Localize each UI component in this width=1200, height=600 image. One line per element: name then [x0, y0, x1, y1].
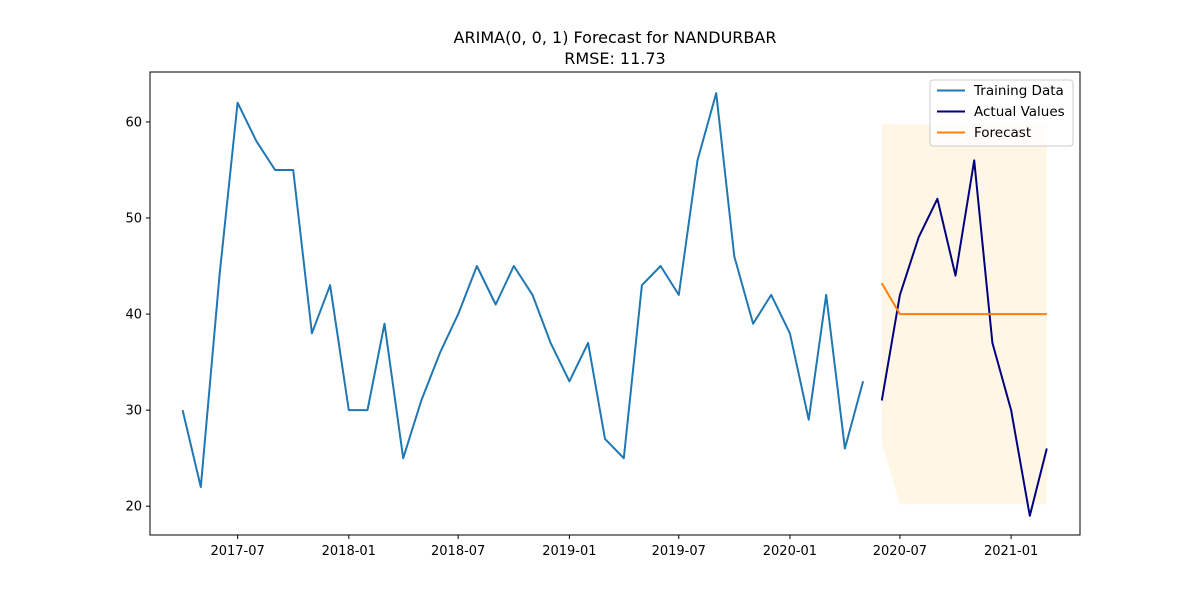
x-tick-label: 2017-07 — [210, 544, 264, 559]
y-tick-label: 30 — [125, 404, 142, 419]
y-tick-label: 50 — [125, 212, 142, 227]
series-layer — [181, 92, 1048, 517]
x-tick-label: 2018-01 — [322, 544, 376, 559]
x-tick-label: 2019-07 — [652, 544, 706, 559]
x-tick-label: 2018-07 — [431, 544, 485, 559]
chart-subtitle: RMSE: 11.73 — [564, 49, 665, 68]
chart-title: ARIMA(0, 0, 1) Forecast for NANDURBAR — [454, 28, 777, 47]
legend-box — [929, 79, 1074, 147]
y-tick-label: 60 — [125, 115, 142, 130]
legend-label-forecast: Forecast — [974, 125, 1031, 141]
y-tick-label: 20 — [125, 500, 142, 515]
x-axis-ticks: 2017-07 2018-01 2018-07 2019-01 2019-07 2020-… — [210, 535, 1038, 559]
legend: Training Data Actual Values Forecast — [929, 79, 1074, 147]
x-tick-label: 2021-01 — [984, 544, 1038, 559]
y-axis-ticks: 20 30 40 50 60 — [125, 115, 150, 515]
legend-label-actual: Actual Values — [974, 104, 1065, 120]
plot-area-frame — [149, 71, 1081, 536]
x-tick-label: 2020-01 — [763, 544, 817, 559]
y-tick-label: 40 — [125, 308, 142, 323]
series-line-actual-values — [880, 159, 1048, 517]
series-line-training-data — [181, 92, 865, 488]
x-tick-label: 2019-01 — [542, 544, 596, 559]
x-tick-label: 2020-07 — [873, 544, 927, 559]
series-line-forecast — [880, 282, 1047, 316]
legend-label-training: Training Data — [973, 83, 1064, 99]
